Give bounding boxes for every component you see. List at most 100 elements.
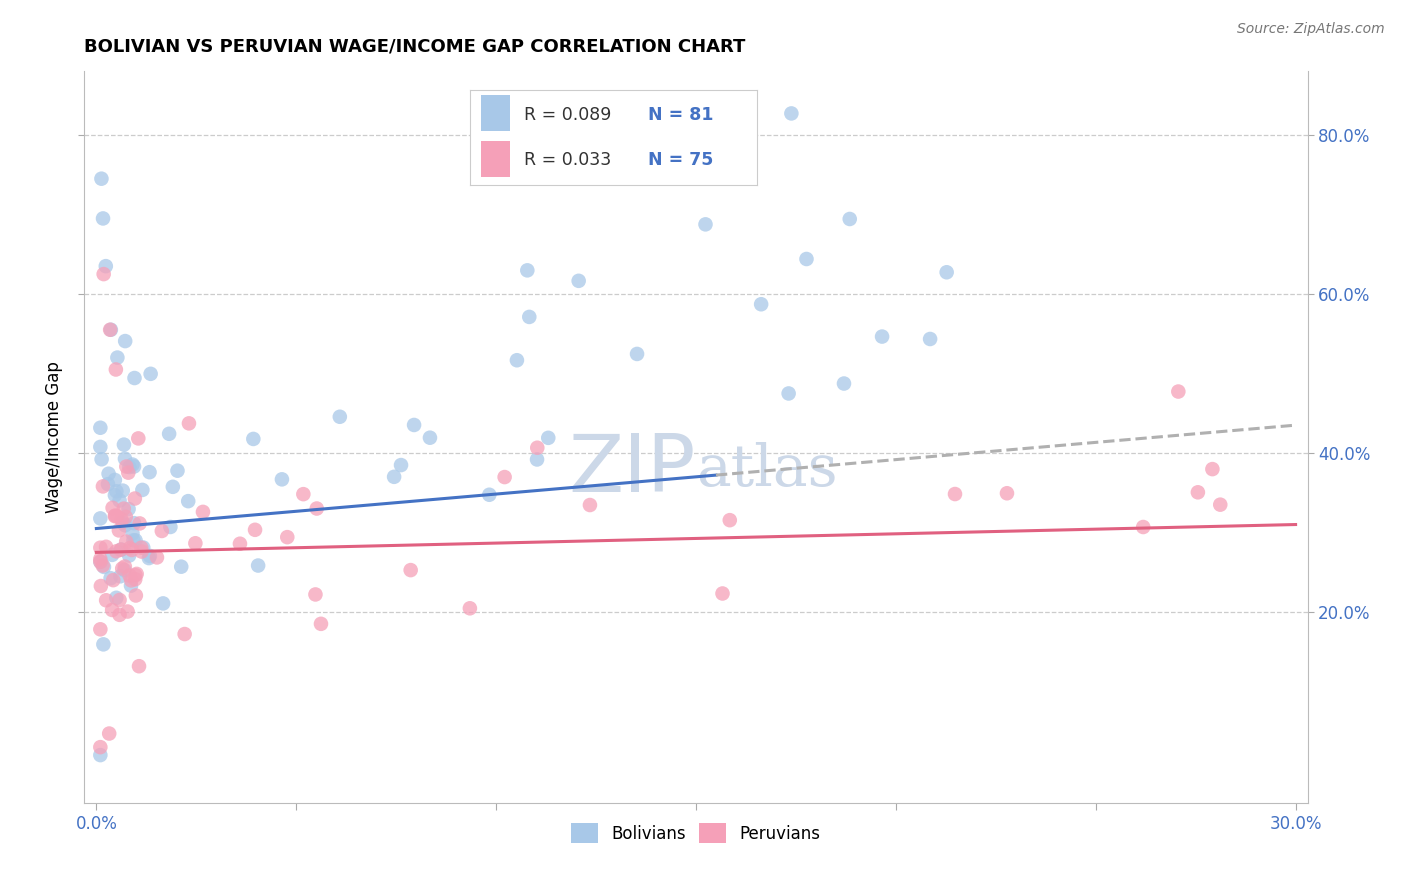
Point bbox=[150, 524, 173, 538]
Point bbox=[110, 542, 132, 557]
Point bbox=[399, 563, 422, 577]
Point bbox=[104, 488, 127, 502]
Point bbox=[1201, 462, 1223, 476]
Point bbox=[243, 523, 266, 537]
Point bbox=[104, 508, 127, 523]
Point bbox=[1209, 498, 1232, 512]
Point bbox=[118, 568, 141, 582]
Point bbox=[120, 579, 142, 593]
Point bbox=[97, 467, 120, 481]
Point bbox=[101, 548, 124, 562]
Point bbox=[89, 555, 111, 569]
Text: Source: ZipAtlas.com: Source: ZipAtlas.com bbox=[1237, 22, 1385, 37]
Point bbox=[166, 464, 188, 478]
Point bbox=[89, 740, 111, 755]
Point bbox=[870, 329, 893, 343]
Point bbox=[122, 516, 145, 530]
Point bbox=[118, 549, 141, 563]
Point bbox=[191, 505, 214, 519]
Point bbox=[104, 473, 127, 487]
Point bbox=[127, 431, 149, 445]
Point bbox=[159, 520, 181, 534]
Point bbox=[118, 541, 141, 555]
Point bbox=[101, 603, 124, 617]
Point bbox=[935, 265, 957, 279]
Point bbox=[229, 537, 252, 551]
Point bbox=[526, 452, 548, 467]
Point bbox=[579, 498, 602, 512]
Point bbox=[177, 494, 200, 508]
Point bbox=[89, 555, 111, 569]
Point bbox=[920, 332, 942, 346]
Point bbox=[121, 458, 143, 472]
Point bbox=[117, 605, 139, 619]
Point bbox=[173, 627, 195, 641]
Point bbox=[626, 347, 648, 361]
Point bbox=[89, 748, 111, 763]
Point bbox=[526, 441, 548, 455]
Point bbox=[100, 571, 122, 585]
Point bbox=[124, 491, 146, 506]
Point bbox=[98, 726, 121, 740]
Y-axis label: Wage/Income Gap: Wage/Income Gap bbox=[45, 361, 63, 513]
Text: BOLIVIAN VS PERUVIAN WAGE/INCOME GAP CORRELATION CHART: BOLIVIAN VS PERUVIAN WAGE/INCOME GAP COR… bbox=[84, 38, 745, 56]
Point bbox=[124, 572, 146, 586]
Point bbox=[138, 551, 160, 566]
Point bbox=[108, 524, 131, 538]
Point bbox=[419, 431, 441, 445]
Point bbox=[117, 466, 139, 480]
Point bbox=[110, 512, 132, 526]
Point bbox=[121, 526, 143, 541]
Point bbox=[93, 560, 115, 574]
Point bbox=[90, 171, 112, 186]
Point bbox=[100, 323, 122, 337]
Point bbox=[247, 558, 270, 573]
Point bbox=[122, 533, 145, 548]
Point bbox=[94, 540, 117, 554]
Point bbox=[105, 484, 128, 499]
Point bbox=[114, 518, 136, 533]
Point bbox=[404, 417, 426, 432]
Point bbox=[128, 516, 150, 531]
Point bbox=[162, 480, 184, 494]
Point bbox=[124, 533, 146, 548]
Point bbox=[105, 591, 128, 605]
Point bbox=[105, 509, 128, 524]
Point bbox=[170, 559, 193, 574]
Point bbox=[115, 534, 138, 549]
Point bbox=[110, 542, 132, 557]
Point bbox=[89, 623, 111, 637]
Text: atlas: atlas bbox=[696, 442, 838, 498]
Point bbox=[749, 297, 772, 311]
Point bbox=[138, 465, 160, 479]
Point bbox=[132, 541, 155, 555]
Point bbox=[131, 483, 153, 497]
Point bbox=[110, 569, 132, 583]
Point bbox=[129, 541, 152, 555]
Point bbox=[995, 486, 1018, 500]
Point bbox=[114, 451, 136, 466]
Point bbox=[122, 459, 145, 474]
Point bbox=[112, 437, 135, 451]
Point bbox=[276, 530, 298, 544]
Point bbox=[152, 596, 174, 610]
Point bbox=[103, 573, 125, 587]
Point bbox=[943, 487, 966, 501]
Point bbox=[796, 252, 818, 266]
Legend: Bolivians, Peruvians: Bolivians, Peruvians bbox=[565, 817, 827, 849]
Point bbox=[89, 541, 111, 555]
Point bbox=[516, 263, 538, 277]
Point bbox=[89, 421, 111, 435]
Point bbox=[89, 440, 111, 454]
Point bbox=[111, 561, 134, 575]
Point bbox=[506, 353, 529, 368]
Point bbox=[108, 493, 131, 508]
Point bbox=[91, 211, 114, 226]
Point bbox=[124, 371, 146, 385]
Point bbox=[131, 544, 153, 558]
Point bbox=[139, 549, 162, 563]
Point bbox=[91, 479, 114, 493]
Point bbox=[537, 431, 560, 445]
Point bbox=[177, 417, 200, 431]
Point bbox=[112, 563, 135, 577]
